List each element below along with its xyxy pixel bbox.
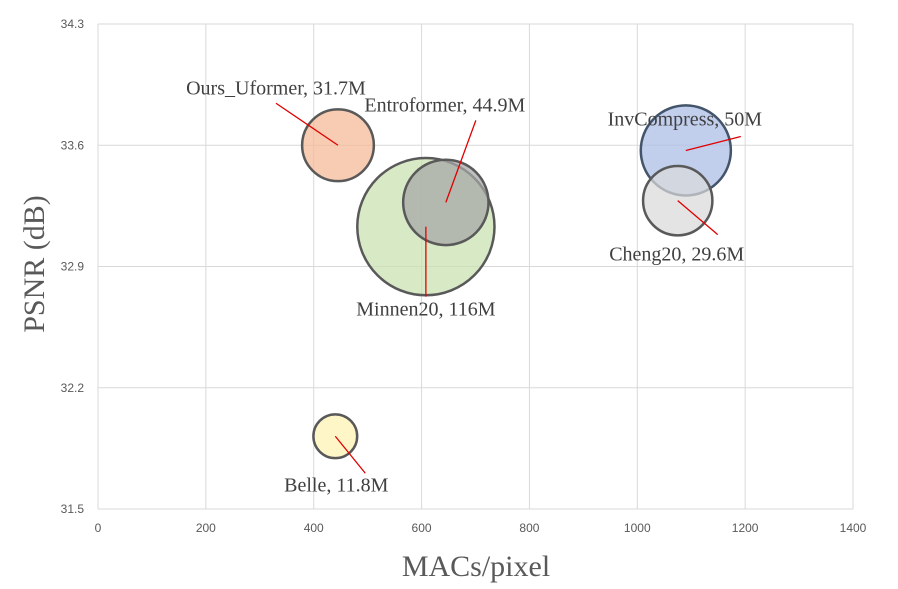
leader-line: [677, 200, 719, 236]
x-tick-label: 200: [196, 521, 216, 535]
bubble-ours-uformer: [300, 108, 376, 183]
bubble-label: Ours_Uformer, 31.7M: [186, 77, 366, 99]
leader-line: [445, 120, 477, 203]
grid: [97, 23, 854, 510]
x-tick-label: 600: [412, 521, 432, 535]
bubbles: [300, 104, 733, 460]
bubble-label: Cheng20, 29.6M: [609, 244, 744, 266]
x-axis-title: MACs/pixel: [402, 550, 550, 583]
x-tick-label: 800: [519, 521, 539, 535]
axis-ticks: 0 200 400 600 800 1000 1200 1400 31.5 32.2 32.9 33.…: [61, 17, 867, 535]
bubble-label: Minnen20, 116M: [356, 299, 495, 321]
y-tick-label: 34.3: [61, 17, 85, 31]
x-tick-label: 1400: [840, 521, 867, 535]
x-tick-label: 0: [95, 521, 102, 535]
y-tick-label: 33.6: [61, 138, 85, 152]
x-tick-label: 1200: [732, 521, 759, 535]
bubble-label: InvCompress, 50M: [608, 108, 763, 130]
leader-lines: [275, 102, 741, 474]
leader-line: [334, 435, 366, 474]
y-axis-title: PSNR (dB): [18, 195, 51, 333]
y-tick-label: 32.2: [61, 381, 85, 395]
y-tick-label: 32.9: [61, 260, 85, 274]
bubble-labels: Minnen20, 116M Ours_Uformer, 31.7MEntrofo…: [186, 77, 762, 496]
leader-line: [685, 135, 741, 152]
x-tick-label: 1000: [624, 521, 651, 535]
x-tick-label: 400: [304, 521, 324, 535]
leader-line: [275, 102, 339, 146]
bubble-label: Belle, 11.8M: [284, 474, 388, 496]
bubble-label: Entroformer, 44.9M: [364, 94, 525, 116]
y-tick-label: 31.5: [61, 502, 85, 516]
